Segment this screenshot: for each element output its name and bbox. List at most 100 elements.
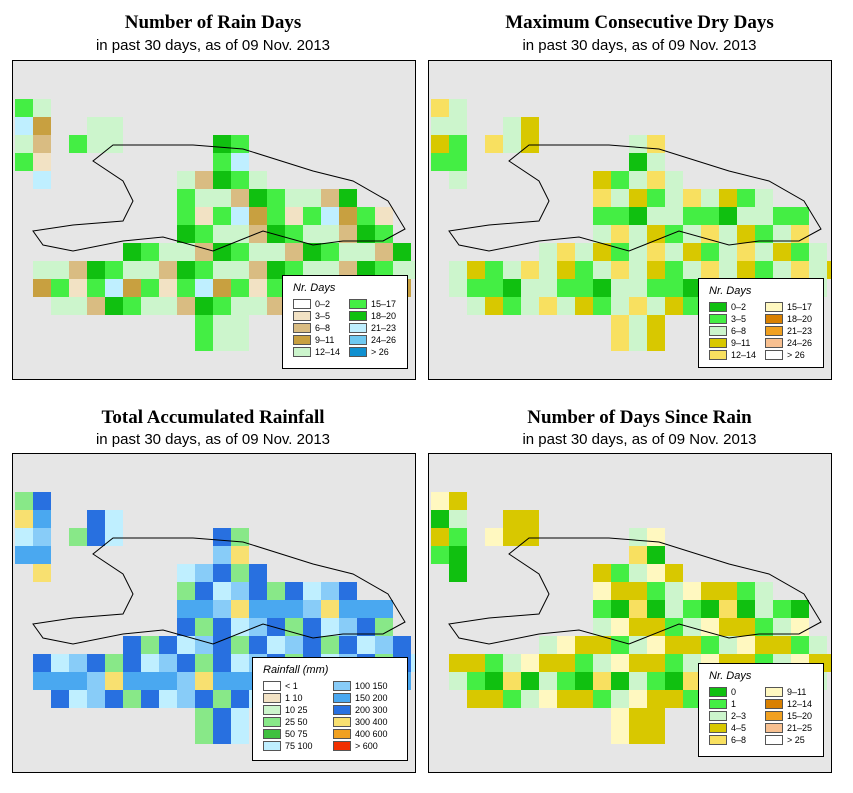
- panel-title: Total Accumulated Rainfall: [101, 407, 325, 428]
- grid-cell: [87, 135, 105, 153]
- grid-cell: [647, 315, 665, 333]
- grid-cell: [701, 261, 719, 279]
- grid-cell: [195, 690, 213, 708]
- grid-cell: [33, 528, 51, 546]
- legend-swatch: [765, 734, 783, 745]
- legend-swatch: [333, 740, 351, 751]
- legend-label: > 25: [787, 734, 805, 745]
- grid-cell: [177, 582, 195, 600]
- legend-item: 10 25: [263, 704, 308, 715]
- grid-cell: [141, 243, 159, 261]
- grid-cell: [647, 153, 665, 171]
- legend-label: 6–8: [731, 734, 747, 745]
- grid-cell: [539, 690, 557, 708]
- legend-label: 1 10: [285, 692, 303, 703]
- grid-cell: [629, 171, 647, 189]
- grid-cell: [449, 279, 467, 297]
- grid-cell: [431, 510, 449, 528]
- grid-cell: [33, 153, 51, 171]
- grid-cell: [213, 528, 231, 546]
- panel-title: Number of Days Since Rain: [527, 407, 752, 428]
- grid-cell: [737, 636, 755, 654]
- grid-cell: [69, 261, 87, 279]
- legend-label: 400 600: [355, 728, 388, 739]
- grid-cell: [575, 672, 593, 690]
- map-rain-days: [12, 60, 416, 380]
- grid-cell: [701, 207, 719, 225]
- grid-cell: [629, 135, 647, 153]
- grid-cell: [629, 690, 647, 708]
- grid-cell: [449, 528, 467, 546]
- grid-cell: [357, 225, 375, 243]
- legend-item: < 1: [263, 680, 298, 691]
- legend-label: 21–23: [371, 322, 397, 333]
- grid-cell: [611, 189, 629, 207]
- grid-cell: [791, 207, 809, 225]
- grid-cell: [231, 261, 249, 279]
- legend-item: 25 50: [263, 716, 308, 727]
- legend-label: 0: [731, 686, 737, 697]
- coastline: [448, 144, 822, 252]
- legend-swatch: [709, 313, 727, 324]
- grid-cell: [449, 672, 467, 690]
- grid-cell: [521, 297, 539, 315]
- grid-cell: [15, 546, 33, 564]
- grid-cell: [521, 279, 539, 297]
- grid-cell: [737, 243, 755, 261]
- grid-cell: [629, 672, 647, 690]
- legend-label: 200 300: [355, 704, 388, 715]
- legend-label: 10 25: [285, 704, 308, 715]
- grid-cell: [357, 261, 375, 279]
- legend-swatch: [263, 740, 281, 751]
- grid-cell: [737, 618, 755, 636]
- grid-cell: [503, 654, 521, 672]
- legend-label: 9–11: [315, 334, 335, 345]
- legend-item: 0: [709, 686, 736, 697]
- grid-cell: [593, 171, 611, 189]
- grid-cell: [321, 189, 339, 207]
- grid-cell: [213, 690, 231, 708]
- grid-cell: [701, 582, 719, 600]
- grid-cell: [195, 672, 213, 690]
- grid-cell: [629, 225, 647, 243]
- grid-cell: [33, 546, 51, 564]
- grid-cell: [665, 171, 683, 189]
- grid-cell: [593, 189, 611, 207]
- grid-cell: [249, 207, 267, 225]
- grid-cell: [683, 279, 701, 297]
- grid-cell: [611, 582, 629, 600]
- legend-swatch: [293, 322, 311, 333]
- grid-cell: [141, 690, 159, 708]
- grid-cell: [629, 618, 647, 636]
- legend-item: > 25: [765, 734, 805, 745]
- grid-cell: [393, 636, 411, 654]
- grid-cell: [141, 261, 159, 279]
- legend-swatch: [765, 313, 783, 324]
- grid-cell: [485, 528, 503, 546]
- legend-swatch: [349, 298, 367, 309]
- grid-cell: [629, 189, 647, 207]
- grid-cell: [611, 315, 629, 333]
- legend-item: > 26: [349, 346, 389, 357]
- grid-cell: [665, 261, 683, 279]
- legend-item: 21–25: [765, 722, 812, 733]
- panel-rainfall: Total Accumulated Rainfall in past 30 da…: [0, 395, 426, 793]
- legend-label: 9–11: [731, 337, 751, 348]
- legend-label: 21–23: [787, 325, 813, 336]
- grid-cell: [177, 600, 195, 618]
- grid-cell: [33, 279, 51, 297]
- grid-cell: [51, 654, 69, 672]
- grid-cell: [521, 117, 539, 135]
- grid-cell: [629, 582, 647, 600]
- grid-cell: [177, 189, 195, 207]
- grid-cell: [195, 279, 213, 297]
- grid-cell: [105, 297, 123, 315]
- grid-cell: [467, 279, 485, 297]
- legend-item: 12–14: [709, 349, 756, 360]
- grid-cell: [521, 690, 539, 708]
- grid-cell: [195, 243, 213, 261]
- grid-cell: [827, 261, 831, 279]
- panel-subtitle: in past 30 days, as of 09 Nov. 2013: [522, 37, 757, 54]
- grid-cell: [195, 582, 213, 600]
- grid-cell: [611, 636, 629, 654]
